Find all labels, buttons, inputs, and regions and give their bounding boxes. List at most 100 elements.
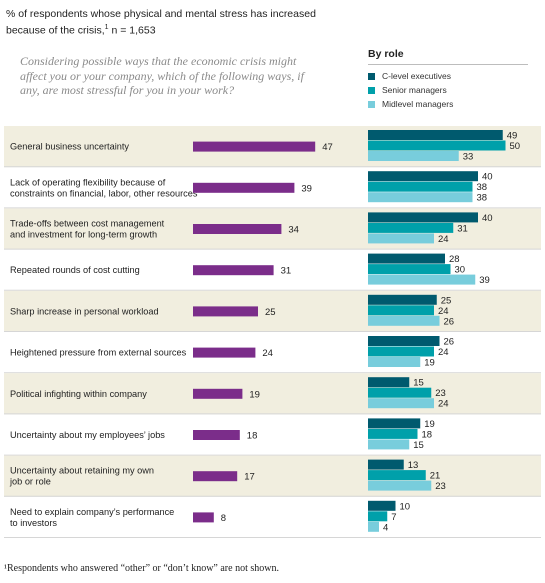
total-bar — [193, 141, 316, 152]
role-bar — [368, 212, 478, 223]
category-label: Trade-offs between cost management and in… — [10, 219, 165, 240]
role-bar — [368, 222, 454, 233]
role-bar — [368, 233, 434, 244]
category-label: Lack of operating flexibility because of… — [10, 177, 198, 198]
total-value-label: 18 — [247, 431, 258, 442]
legend-item-c-level: C-level executives — [368, 69, 528, 83]
role-value-label: 7 — [391, 512, 396, 523]
role-value-label: 26 — [444, 316, 455, 327]
category-label: Political infighting within company — [10, 389, 147, 399]
role-bar — [368, 480, 432, 491]
total-bar — [193, 471, 238, 482]
role-bar — [368, 398, 434, 409]
role-value-label: 39 — [479, 275, 490, 286]
role-bar — [368, 192, 473, 203]
total-bar — [193, 388, 243, 399]
category-label: General business uncertainty — [10, 142, 129, 152]
role-value-label: 31 — [457, 223, 468, 234]
total-bar — [193, 182, 295, 193]
total-value-label: 19 — [249, 389, 260, 400]
row-band — [4, 455, 541, 497]
legend-item-midlevel: Midlevel managers — [368, 97, 528, 111]
legend-swatch-midlevel — [368, 100, 375, 108]
total-value-label: 34 — [288, 225, 299, 236]
role-value-label: 19 — [424, 419, 435, 430]
role-value-label: 40 — [482, 172, 493, 183]
total-bar — [193, 347, 256, 358]
category-label: Need to explain company’s performance to … — [10, 507, 174, 528]
role-bar — [368, 253, 445, 264]
role-value-label: 26 — [444, 337, 455, 348]
category-label: Heightened pressure from external source… — [10, 348, 187, 358]
total-bar — [193, 430, 240, 440]
footnote: ¹Respondents who answered “other” or “do… — [4, 563, 279, 574]
legend-item-senior: Senior managers — [368, 83, 528, 97]
role-bar — [368, 470, 426, 481]
role-value-label: 38 — [477, 193, 488, 204]
role-value-label: 19 — [424, 358, 435, 369]
role-value-label: 24 — [438, 234, 449, 245]
legend: By role C-level executives Senior manage… — [368, 48, 528, 111]
role-value-label: 15 — [413, 440, 424, 451]
total-value-label: 47 — [322, 142, 333, 153]
role-bar — [368, 264, 451, 275]
row-band — [4, 373, 541, 415]
legend-swatch-senior — [368, 86, 375, 94]
total-bar — [193, 512, 214, 523]
survey-question: Considering possible ways that the econo… — [20, 54, 304, 97]
role-bar — [368, 140, 506, 151]
role-bar — [368, 500, 396, 511]
chart-subtitle: % of respondents whose physical and ment… — [6, 8, 316, 37]
role-value-label: 24 — [438, 399, 449, 410]
role-value-label: 15 — [413, 378, 424, 389]
legend-label-c-level: C-level executives — [382, 71, 451, 81]
total-value-label: 39 — [301, 183, 312, 194]
role-value-label: 50 — [510, 141, 521, 152]
legend-label-senior: Senior managers — [382, 85, 447, 95]
total-value-label: 8 — [221, 513, 226, 524]
role-bar — [368, 294, 437, 305]
total-bar — [193, 265, 274, 276]
role-value-label: 23 — [435, 481, 446, 492]
role-value-label: 24 — [438, 306, 449, 317]
total-bar — [193, 306, 258, 317]
role-value-label: 28 — [449, 254, 460, 265]
category-label: Repeated rounds of cost cutting — [10, 265, 140, 275]
role-value-label: 10 — [400, 501, 411, 512]
total-value-label: 24 — [262, 348, 273, 359]
role-bar — [368, 181, 473, 192]
role-bar — [368, 428, 418, 439]
role-bar — [368, 459, 404, 470]
role-bar — [368, 357, 421, 367]
role-value-label: 21 — [430, 471, 441, 482]
role-value-label: 49 — [507, 131, 518, 142]
category-label: Uncertainty about retaining my own job or… — [9, 466, 154, 487]
role-bar — [368, 439, 410, 450]
total-bar — [193, 224, 282, 234]
role-bar — [368, 130, 503, 140]
role-bar — [368, 387, 432, 398]
role-value-label: 18 — [422, 429, 433, 440]
role-bar — [368, 315, 440, 326]
role-value-label: 4 — [383, 522, 388, 533]
role-bar — [368, 377, 410, 388]
role-bar — [368, 511, 388, 522]
total-value-label: 31 — [281, 266, 292, 277]
role-bar — [368, 305, 434, 316]
legend-title: By role — [368, 48, 528, 65]
role-value-label: 33 — [463, 152, 474, 163]
row-band — [4, 290, 541, 332]
legend-label-midlevel: Midlevel managers — [382, 99, 454, 109]
role-value-label: 13 — [408, 460, 419, 471]
total-value-label: 25 — [265, 307, 276, 318]
role-bar — [368, 274, 476, 285]
role-bar — [368, 151, 459, 161]
role-value-label: 30 — [455, 265, 466, 276]
role-bar — [368, 171, 478, 182]
role-bar — [368, 521, 379, 532]
category-label: Uncertainty about my employees’ jobs — [10, 430, 165, 440]
role-bar — [368, 346, 434, 357]
role-value-label: 24 — [438, 347, 449, 358]
role-value-label: 40 — [482, 213, 493, 224]
